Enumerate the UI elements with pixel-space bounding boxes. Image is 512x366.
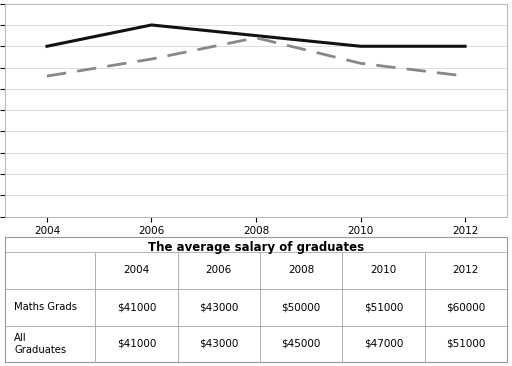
Legend: Maths Graduates, All Graduates: Maths Graduates, All Graduates (94, 257, 337, 276)
Text: The average salary of graduates: The average salary of graduates (148, 241, 364, 254)
